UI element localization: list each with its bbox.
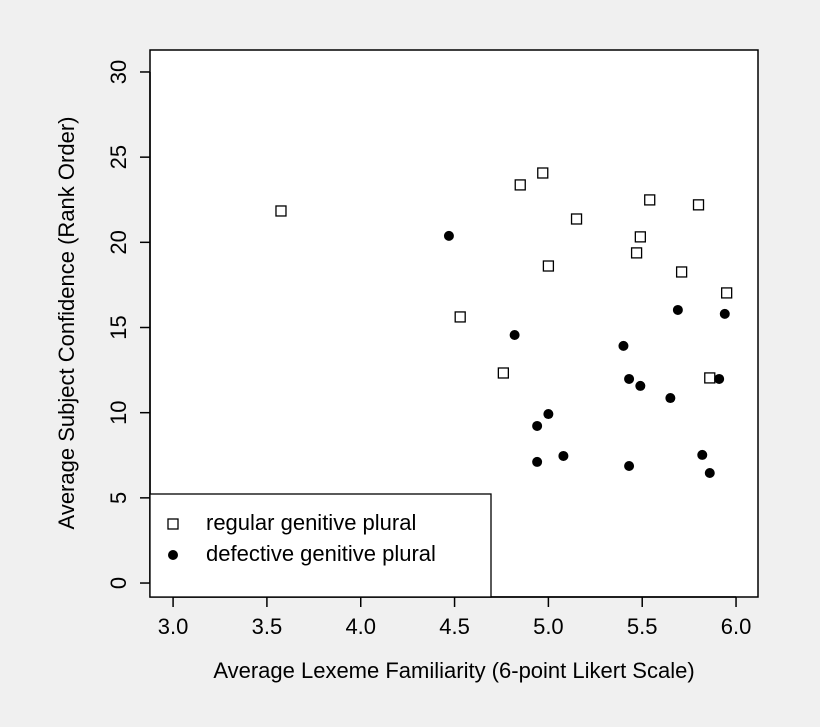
- y-tick-label: 5: [106, 492, 131, 504]
- point: [721, 287, 733, 299]
- x-tick-label: 5.0: [533, 614, 564, 639]
- point: [672, 304, 683, 315]
- point: [714, 373, 725, 384]
- point: [719, 308, 730, 319]
- y-tick-label: 10: [106, 400, 131, 424]
- point: [532, 456, 543, 467]
- point: [509, 329, 520, 340]
- y-tick-label: 0: [106, 577, 131, 589]
- y-axis-label: Average Subject Confidence (Rank Order): [54, 117, 79, 530]
- point: [665, 393, 676, 404]
- x-tick-label: 6.0: [721, 614, 752, 639]
- point: [624, 460, 635, 471]
- x-axis-label: Average Lexeme Familiarity (6-point Like…: [213, 658, 694, 683]
- y-tick-label: 15: [106, 315, 131, 339]
- legend-box: [149, 493, 492, 598]
- x-tick-label: 3.0: [158, 614, 189, 639]
- point: [630, 247, 643, 259]
- point: [697, 449, 708, 460]
- point: [644, 194, 656, 206]
- legend-marker: [167, 518, 179, 530]
- x-tick-label: 3.5: [252, 614, 283, 639]
- x-tick-label: 4.5: [439, 614, 470, 639]
- point: [497, 367, 510, 379]
- point: [532, 420, 543, 431]
- point: [675, 266, 688, 278]
- x-tick-label: 5.5: [627, 614, 658, 639]
- y-tick-label: 20: [106, 230, 131, 254]
- point: [624, 373, 635, 384]
- point: [618, 340, 629, 351]
- point: [704, 372, 716, 384]
- y-tick-label: 25: [106, 145, 131, 169]
- point: [537, 167, 549, 179]
- legend-marker: [168, 550, 178, 560]
- point: [543, 409, 554, 420]
- point: [704, 467, 715, 478]
- point: [692, 199, 705, 211]
- point: [275, 205, 287, 217]
- point: [634, 231, 646, 243]
- legend-label: regular genitive plural: [206, 510, 416, 535]
- point: [542, 260, 555, 272]
- point: [635, 380, 646, 391]
- y-tick-label: 30: [106, 60, 131, 84]
- point: [443, 230, 454, 241]
- legend-label: defective genitive plural: [206, 541, 436, 566]
- point: [514, 179, 526, 191]
- point: [558, 450, 569, 461]
- point: [454, 311, 466, 323]
- x-tick-label: 4.0: [345, 614, 376, 639]
- point: [570, 213, 583, 225]
